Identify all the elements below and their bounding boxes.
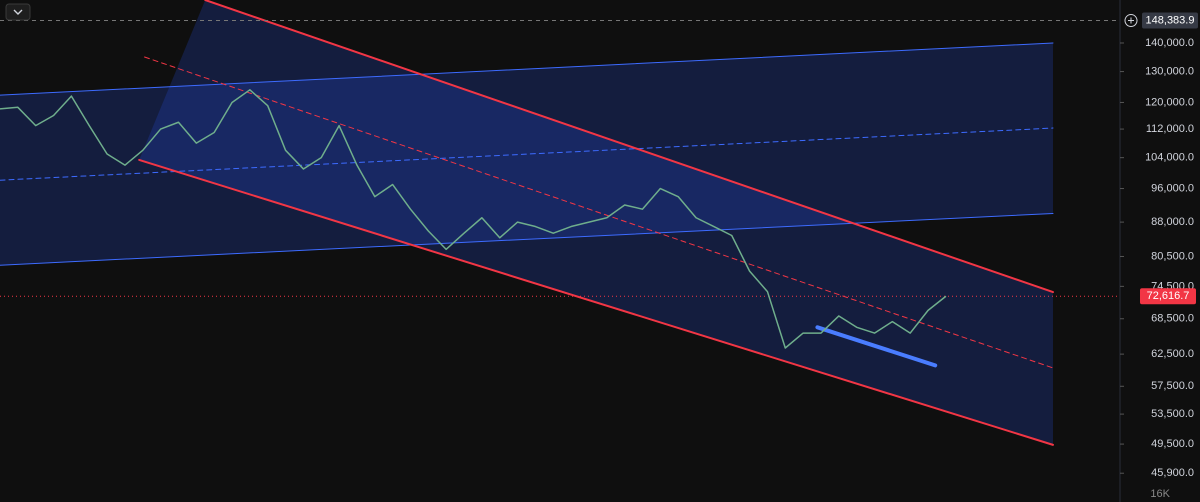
y-tick-label: 130,000.0 [1145,65,1194,77]
dashed-trend-line [144,56,1054,369]
crosshair-price-box [1142,12,1198,29]
trend-line [815,325,938,368]
add-alert-button[interactable] [1124,14,1138,28]
y-tick-label: 96,000.0 [1151,182,1194,194]
crosshair-price-label: 148,383.9 [1146,14,1195,26]
y-tick-label: 68,500.0 [1151,313,1194,325]
last-price-box [1140,288,1196,305]
y-tick-label: 112,000.0 [1146,123,1194,135]
y-tick-label: 53,500.0 [1151,408,1194,420]
y-tick-label: 88,000.0 [1151,216,1194,228]
channel-fill [139,0,1053,445]
y-tick-label: 140,000.0 [1145,37,1194,49]
y-tick-label: 104,000.0 [1145,152,1194,164]
menu-button-box[interactable] [5,3,31,21]
chevron-icon [13,9,23,15]
trend-line [204,0,1054,294]
plot [0,0,1120,446]
trend-line [0,212,1054,266]
y-tick-label: 49,500.0 [1151,438,1194,450]
y-tick-label: 120,000.0 [1145,96,1194,108]
price-axis: 140,000.0 130,000.0 120,000.0 112,000.0 104,… [1120,12,1198,500]
trend-line [138,158,1054,446]
y-tick-label: 57,500.0 [1151,380,1194,392]
plus-icon [1128,17,1134,24]
trend-line [0,42,1054,96]
volume-scale-label: 16K [1150,488,1170,500]
y-tick-label: 80,500.0 [1151,250,1194,262]
y-tick-label: 62,500.0 [1151,348,1194,360]
menu-button[interactable] [5,3,31,21]
last-price-label: 72,616.7 [1147,290,1190,302]
y-tick-label: 45,900.0 [1151,467,1194,479]
price-line [0,89,947,349]
